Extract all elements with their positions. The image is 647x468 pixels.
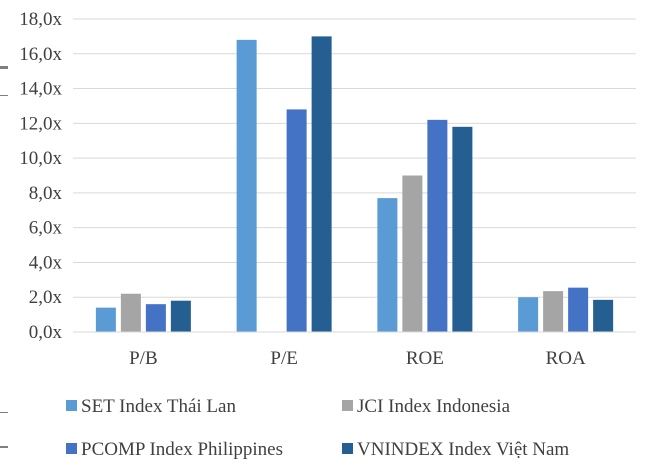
x-tick-label: P/E [270,348,297,369]
bars [95,36,614,333]
edge-marker [0,412,8,413]
bar [402,175,423,332]
y-tick-label: 0,0x [29,322,63,343]
y-tick-label: 14,0x [19,79,62,100]
y-tick-label: 6,0x [29,218,63,239]
y-tick-label: 10,0x [19,148,62,169]
legend-swatch [342,443,353,454]
bar [145,304,166,332]
y-tick-label: 2,0x [29,287,63,308]
legend-label: SET Index Thái Lan [81,396,236,417]
bar [170,300,191,332]
bar [427,119,448,332]
bar [377,198,398,332]
bar [543,291,564,332]
bar [568,287,589,332]
x-tick-label: P/B [129,348,158,369]
edge-marker [0,446,8,448]
edge-marker [0,95,8,96]
legend-label: JCI Index Indonesia [357,396,511,417]
edge-marker [0,66,8,69]
legend-swatch [66,400,77,411]
legend: SET Index Thái Lan JCI Index Indonesia PCO… [66,396,569,460]
bar [452,126,473,332]
legend-swatch [66,443,77,454]
x-axis-ticks: P/B P/E ROE ROA [129,348,586,369]
legend-label: PCOMP Index Philippines [81,439,283,460]
bar [120,293,141,332]
bar [286,109,307,332]
legend-swatch [342,400,353,411]
bar [593,299,614,332]
y-tick-label: 18,0x [19,9,62,30]
x-tick-label: ROA [546,348,586,369]
bar [95,307,116,332]
x-tick-label: ROE [406,348,444,369]
bar [311,36,332,333]
y-tick-label: 8,0x [29,183,63,204]
y-tick-label: 16,0x [19,44,62,65]
y-tick-label: 4,0x [29,252,63,273]
bar [518,297,539,332]
legend-label: VNINDEX Index Việt Nam [357,439,569,460]
gridlines [73,18,636,298]
y-axis-ticks: 0,0x 2,0x 4,0x 6,0x 8,0x 10,0x 12,0x 14,0x 16,0x… [19,9,62,343]
bar [236,39,257,332]
y-tick-label: 12,0x [19,113,62,134]
